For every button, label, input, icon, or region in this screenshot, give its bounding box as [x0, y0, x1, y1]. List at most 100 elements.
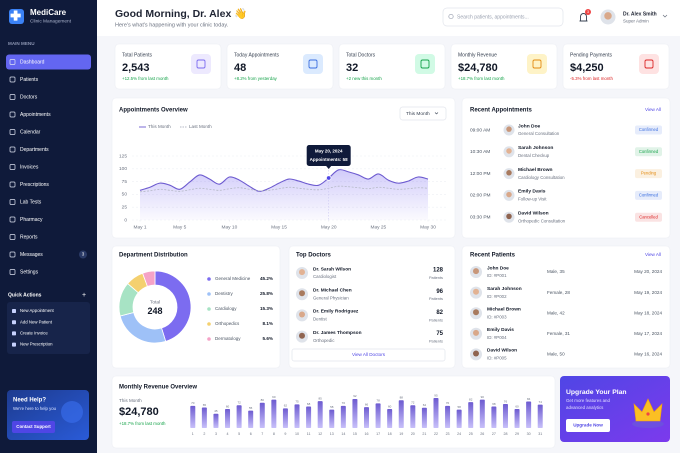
- menu-item[interactable]: Departments: [20, 147, 49, 153]
- bar-value-label: 66: [365, 402, 369, 406]
- help-illustration: [61, 401, 83, 423]
- stat-value: 48: [234, 62, 246, 74]
- view-doctors-label[interactable]: View All Doctors: [352, 352, 386, 357]
- menu-item[interactable]: Lab Tests: [20, 199, 42, 205]
- status-label: Confirmed: [639, 193, 659, 198]
- bar: [398, 400, 404, 428]
- donut-slice: [142, 270, 156, 287]
- doctor-name: Dr. Sarah Wilson: [313, 266, 351, 272]
- tooltip-text: Appointments: 58: [310, 157, 348, 162]
- x-tick-label: May 1: [133, 224, 146, 230]
- filter-dropdown[interactable]: [399, 106, 447, 121]
- menu-item[interactable]: Calendar: [20, 129, 41, 135]
- patient-name: Michael Brown: [487, 306, 521, 312]
- menu-icon: [9, 164, 16, 170]
- bar-value-label: 60: [388, 404, 392, 408]
- donut-slice: [154, 270, 192, 342]
- area: [140, 169, 428, 220]
- legend-label: General Medicine: [215, 276, 251, 281]
- avatar-face: [473, 329, 479, 336]
- doctor-patients: 128: [433, 268, 444, 274]
- crown-base: [632, 420, 664, 428]
- menu-item[interactable]: Patients: [20, 77, 39, 83]
- revenue-value: $24,780: [119, 406, 159, 418]
- menu-icon: [9, 76, 16, 83]
- upgrade-button[interactable]: [566, 419, 610, 432]
- appointment-type: Follow-up Visit: [518, 197, 547, 202]
- quick-actions-title: Quick Actions: [8, 292, 42, 298]
- patient-info: Male, 50: [547, 352, 565, 357]
- menu-badge-count: 3: [82, 252, 85, 257]
- bell-icon[interactable]: [579, 13, 588, 22]
- menu-item[interactable]: Invoices: [20, 164, 39, 170]
- quick-action[interactable]: New Prescription: [20, 342, 53, 347]
- bar: [259, 402, 265, 428]
- legend-label: Dentistry: [215, 291, 234, 296]
- bar-value-label: 78: [376, 399, 380, 403]
- bar-value-label: 58: [330, 405, 334, 409]
- search-placeholder: Search patients, appointments...: [457, 14, 529, 20]
- line: [139, 169, 429, 192]
- quick-action-icon: [12, 342, 16, 347]
- top-doctors-title: Top Doctors: [296, 253, 332, 259]
- menu-item[interactable]: Pharmacy: [20, 217, 43, 223]
- patient-name: Sarah Johnson: [487, 286, 522, 292]
- menu-item[interactable]: Settings: [20, 269, 39, 275]
- x-tick-label: 25: [469, 432, 473, 436]
- x-tick-label: 12: [318, 432, 322, 436]
- menu-item[interactable]: Doctors: [20, 94, 38, 100]
- x-tick-label: 6: [250, 432, 252, 436]
- quick-action[interactable]: New Appointment: [20, 308, 54, 313]
- patient-date: May 18, 2024: [634, 310, 662, 315]
- view-all-link[interactable]: View All: [645, 107, 661, 112]
- legend-label: Last Month: [189, 124, 212, 129]
- upgrade-button-label[interactable]: Upgrade Now: [573, 423, 603, 428]
- bar: [317, 401, 323, 428]
- bar: [537, 404, 543, 428]
- appointment-name: Emily Davis: [518, 189, 546, 195]
- status-pill: [635, 212, 662, 222]
- menu-item[interactable]: Appointments: [20, 112, 51, 118]
- x-tick-label: 31: [538, 432, 542, 436]
- menu-item[interactable]: Messages: [20, 252, 43, 258]
- patient-name: John Doe: [487, 265, 509, 271]
- patient-name: David Wilson: [487, 348, 517, 354]
- menu-item[interactable]: Prescriptions: [20, 182, 49, 188]
- menu-item[interactable]: Dashboard: [20, 59, 45, 65]
- help-text: We're here to help you: [13, 406, 57, 411]
- menu-item[interactable]: Reports: [20, 234, 38, 240]
- bar-value-label: 88: [400, 396, 404, 400]
- revenue-period: This Month: [119, 398, 142, 403]
- stat-icon-glyph: [420, 59, 430, 69]
- view-all-link[interactable]: View All: [645, 252, 661, 257]
- bar-value-label: 60: [226, 404, 230, 408]
- bar-value-label: 84: [527, 397, 531, 401]
- avatar-face: [506, 170, 512, 176]
- help-button[interactable]: [12, 421, 55, 433]
- avatar-face: [506, 126, 512, 132]
- quick-action[interactable]: Create Invoice: [20, 331, 48, 336]
- quick-action[interactable]: Add New Patient: [20, 319, 53, 324]
- x-tick-label: May 15: [271, 224, 287, 230]
- appointment-name: David Wilson: [518, 210, 549, 216]
- sidebar: [0, 0, 97, 453]
- help-button-label[interactable]: Contact Support: [16, 424, 51, 429]
- user-caret: [662, 14, 668, 18]
- search-box[interactable]: [442, 7, 564, 27]
- bar: [491, 406, 497, 428]
- y-tick-label: 75: [122, 179, 128, 185]
- x-tick-label: 8: [273, 432, 275, 436]
- x-tick-label: 10: [295, 432, 299, 436]
- bar: [271, 399, 277, 428]
- bar-value-label: 76: [504, 399, 508, 403]
- doctor-patients-unit: Patients: [429, 339, 443, 344]
- view-doctors-button[interactable]: [291, 348, 446, 362]
- filter-caret: [434, 112, 439, 115]
- revenue-change: +18.7% from last month: [119, 421, 166, 426]
- doctor-patients: 96: [436, 289, 443, 295]
- menu-icon: [9, 111, 16, 118]
- bar-value-label: 75: [295, 400, 299, 404]
- bar: [468, 402, 474, 428]
- bar-value-label: 72: [411, 401, 415, 405]
- patient-info: Female, 31: [547, 331, 570, 336]
